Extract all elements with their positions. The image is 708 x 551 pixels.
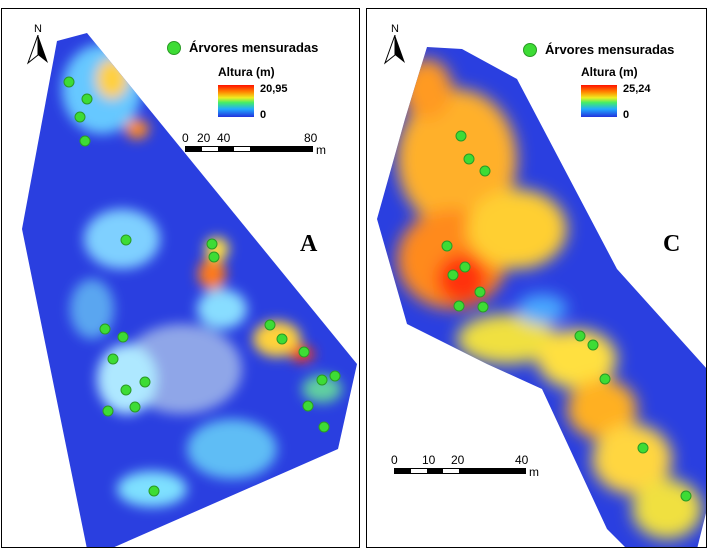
tree-marker <box>63 76 75 88</box>
tree-markers-c <box>441 130 692 502</box>
legend-trees-label: Árvores mensuradas <box>189 40 319 55</box>
scale-bar-graphic <box>185 146 313 152</box>
tree-marker <box>74 111 86 123</box>
legend-min-value: 0 <box>623 109 630 121</box>
canopy-height-map-c <box>377 47 706 547</box>
tree-marker <box>276 333 288 345</box>
north-arrow-icon <box>383 35 405 65</box>
legend-height-c: Altura (m) 25,24 0 <box>581 65 651 121</box>
tree-marker <box>680 490 692 502</box>
tree-marker <box>587 339 599 351</box>
panel-letter-c: C <box>663 231 681 257</box>
north-label: N <box>391 23 399 35</box>
tree-marker <box>208 251 220 263</box>
tree-marker <box>107 353 119 365</box>
tree-marker <box>453 300 465 312</box>
scale-bar-a: 0 20 40 80 m <box>182 131 342 157</box>
tree-marker <box>81 93 93 105</box>
scale-tick-label: 20 <box>451 453 465 467</box>
scale-tick-label: 10 <box>422 453 436 467</box>
scale-unit: m <box>529 465 539 479</box>
legend-trees-a: Árvores mensuradas <box>167 40 318 55</box>
tree-marker <box>474 286 486 298</box>
legend-height-title: Altura (m) <box>581 65 638 79</box>
height-surface-c <box>397 59 702 539</box>
scale-bar-c: 0 10 20 40 m <box>391 453 551 479</box>
tree-marker <box>447 269 459 281</box>
tree-markers-a <box>63 76 341 497</box>
panel-letter-a: A <box>300 231 318 257</box>
tree-marker <box>120 384 132 396</box>
tree-marker <box>102 405 114 417</box>
scale-tick-label: 0 <box>182 131 189 145</box>
legend-height-a: Altura (m) 20,95 0 <box>218 65 288 121</box>
scale-tick-label: 40 <box>217 131 231 145</box>
legend-min-value: 0 <box>260 109 267 121</box>
scale-tick-label: 80 <box>304 131 318 145</box>
tree-marker-icon <box>523 42 537 57</box>
scale-tick-label: 40 <box>515 453 529 467</box>
tree-marker <box>117 331 129 343</box>
tree-marker <box>441 240 453 252</box>
tree-marker <box>318 421 330 433</box>
tree-marker <box>148 485 160 497</box>
scale-unit: m <box>316 143 326 157</box>
scale-bar-graphic <box>394 468 526 474</box>
tree-marker <box>120 234 132 246</box>
north-arrow-c: N <box>383 23 407 67</box>
scale-tick-label: 20 <box>197 131 211 145</box>
tree-marker <box>129 401 141 413</box>
legend-height-title: Altura (m) <box>218 65 275 79</box>
legend-trees-c: Árvores mensuradas <box>523 42 674 57</box>
tree-marker <box>99 323 111 335</box>
tree-marker <box>463 153 475 165</box>
scale-tick-label: 0 <box>391 453 398 467</box>
north-arrow-icon <box>26 35 48 65</box>
north-arrow-a: N <box>26 23 50 67</box>
legend-trees-label: Árvores mensuradas <box>545 42 675 57</box>
tree-marker <box>329 370 341 382</box>
tree-marker <box>599 373 611 385</box>
north-label: N <box>34 23 42 35</box>
tree-marker <box>264 319 276 331</box>
tree-marker <box>477 301 489 313</box>
tree-marker <box>79 135 91 147</box>
tree-marker-icon <box>167 40 181 55</box>
color-ramp <box>218 85 254 117</box>
tree-marker <box>298 346 310 358</box>
map-panel-a: N Árvores mensuradas Altura (m) 20,95 0 … <box>1 8 360 548</box>
tree-marker <box>479 165 491 177</box>
tree-marker <box>574 330 586 342</box>
tree-marker <box>139 376 151 388</box>
map-panel-c: N Árvores mensuradas Altura (m) 25,24 0 … <box>366 8 707 548</box>
study-area-a <box>22 33 357 547</box>
tree-marker <box>206 238 218 250</box>
tree-marker <box>459 261 471 273</box>
height-surface-a <box>62 44 342 507</box>
tree-marker <box>455 130 467 142</box>
legend-max-value: 20,95 <box>260 83 288 95</box>
color-ramp <box>581 85 617 117</box>
canopy-height-map-a <box>22 33 357 547</box>
tree-marker <box>637 442 649 454</box>
tree-marker <box>316 374 328 386</box>
tree-marker <box>302 400 314 412</box>
legend-max-value: 25,24 <box>623 83 651 95</box>
